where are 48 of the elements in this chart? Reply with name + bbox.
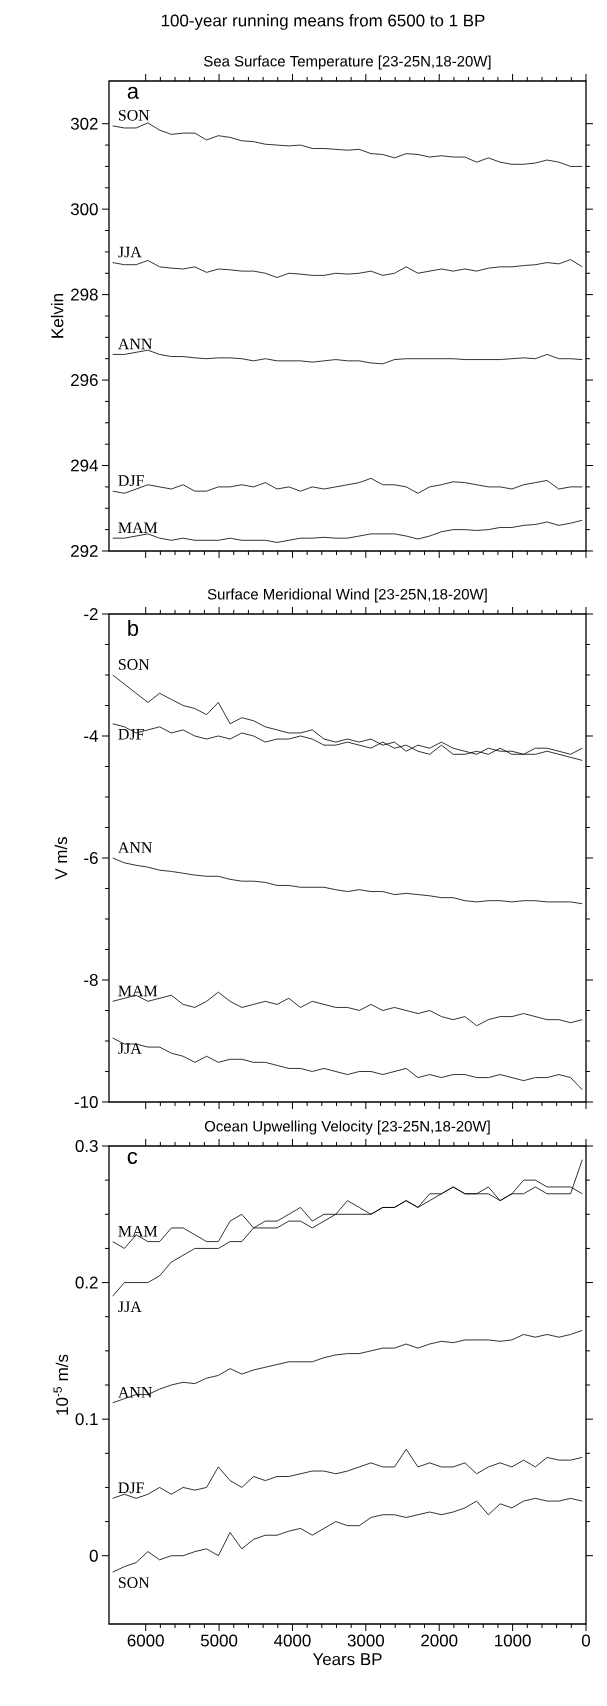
legend-label: ANN [118, 1387, 153, 1398]
legend-label: MAM [118, 1225, 158, 1237]
legend-label: DJF [118, 1482, 144, 1494]
y-tick-label: -10 [74, 1095, 98, 1108]
y-tick-label: 0.3 [75, 1140, 98, 1152]
x-tick-label: 1000 [495, 1634, 531, 1647]
chart-subtitle: Surface Meridional Wind [23-25N,18-20W] [207, 588, 487, 603]
chart-subtitle: Sea Surface Temperature [23-25N,18-20W] [204, 55, 491, 70]
y-tick-label: 302 [70, 117, 98, 130]
y-tick-label: 296 [71, 374, 98, 387]
y-tick-label: -2 [84, 608, 98, 620]
legend-label: ANN [118, 842, 153, 853]
annotation: a [127, 86, 140, 99]
y-tick-label: -8 [84, 973, 98, 986]
x-tick-label: 3000 [347, 1634, 385, 1647]
y-tick-label: 300 [70, 203, 98, 216]
legend-label: JJA [118, 1301, 142, 1313]
y-tick-label: 298 [71, 288, 98, 301]
chart-title: 100-year running means from 6500 to 1 BP [161, 14, 485, 30]
y-axis-title: 10$^{-5}$ m/s [53, 1354, 69, 1415]
annotation: b [128, 619, 139, 637]
y-tick-label: -6 [84, 852, 98, 864]
legend-label: JJA [118, 246, 142, 258]
x-tick-label: 6000 [127, 1634, 164, 1647]
x-tick-label: 0 [581, 1634, 591, 1647]
legend-label: SON [118, 659, 150, 670]
y-tick-label: -4 [84, 730, 98, 742]
y-tick-label: 292 [71, 544, 98, 557]
legend-label: MAM [118, 985, 158, 997]
x-tick-label: 4000 [274, 1634, 311, 1647]
x-axis-title: Years BP [312, 1653, 382, 1666]
legend-label: SON [118, 109, 150, 121]
legend-label: ANN [118, 338, 153, 350]
legend-label: DJF [118, 728, 144, 740]
legend-label: DJF [118, 475, 144, 486]
chart-subtitle: Ocean Upwelling Velocity [23-25N,18-20W] [204, 1120, 490, 1135]
y-axis-title: Kelvin [50, 294, 64, 338]
y-tick-label: 0.1 [75, 1413, 98, 1426]
x-tick-label: 5000 [200, 1634, 238, 1647]
y-tick-label: 294 [71, 459, 98, 472]
x-tick-label: 2000 [421, 1634, 458, 1647]
y-axis-title: V m/s [54, 836, 68, 880]
series-label: SON [118, 1577, 150, 1589]
y-tick-label: 0.2 [75, 1276, 98, 1289]
legend-label: JJA [118, 1043, 142, 1054]
y-tick-label: 0 [89, 1549, 98, 1562]
legend-label: MAM [118, 522, 158, 533]
annotation: c [127, 1151, 138, 1164]
